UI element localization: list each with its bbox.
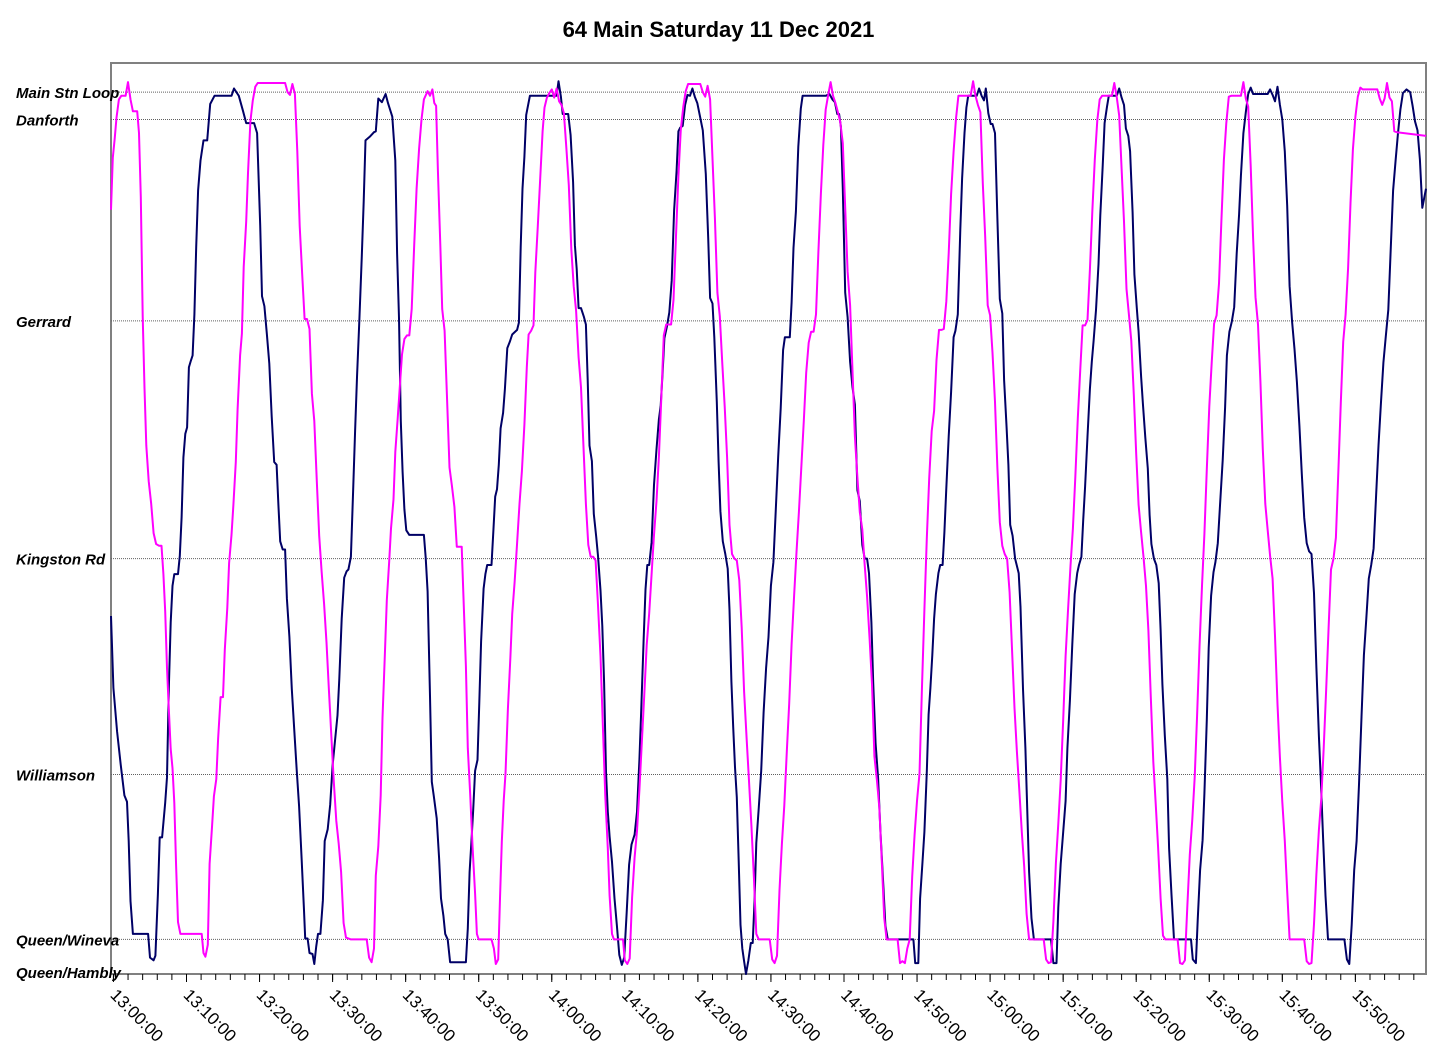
stop-label: Main Stn Loop <box>16 85 119 102</box>
x-axis-tick-labels: 13:00:00 13:10:00 13:20:00 13:30:00 13:40:00… <box>107 985 1409 1045</box>
x-tick-label: 14:50:00 <box>910 985 970 1045</box>
x-tick-label: 13:20:00 <box>253 985 313 1045</box>
x-tick-label: 13:10:00 <box>180 985 240 1045</box>
x-tick-label: 14:20:00 <box>691 985 751 1045</box>
stop-label: Gerrard <box>16 314 72 331</box>
x-tick-label: 15:40:00 <box>1275 985 1335 1045</box>
stop-label: Queen/Hambly <box>16 965 122 982</box>
series-line-2 <box>110 80 1427 965</box>
stop-label: Danforth <box>16 112 79 129</box>
x-tick-label: 13:00:00 <box>107 985 167 1045</box>
x-axis-ticks <box>112 974 1415 982</box>
x-tick-label: 14:40:00 <box>837 985 897 1045</box>
x-tick-label: 14:00:00 <box>545 985 605 1045</box>
series-line-1 <box>110 80 1427 975</box>
stop-label: Kingston Rd <box>16 552 106 569</box>
stop-label: Williamson <box>16 767 95 784</box>
x-tick-label: 13:40:00 <box>399 985 459 1045</box>
x-tick-label: 14:30:00 <box>764 985 824 1045</box>
x-tick-label: 15:10:00 <box>1056 985 1116 1045</box>
x-tick-label: 15:30:00 <box>1202 985 1262 1045</box>
x-tick-label: 13:30:00 <box>326 985 386 1045</box>
x-tick-label: 15:20:00 <box>1129 985 1189 1045</box>
x-tick-label: 14:10:00 <box>618 985 678 1045</box>
x-tick-label: 15:50:00 <box>1349 985 1409 1045</box>
x-tick-label: 13:50:00 <box>472 985 532 1045</box>
chart-title: 64 Main Saturday 11 Dec 2021 <box>562 17 875 42</box>
x-tick-label: 15:00:00 <box>983 985 1043 1045</box>
plot-area-frame <box>110 62 1427 975</box>
stop-label: Queen/Wineva <box>16 932 119 949</box>
stop-labels: Main Stn Loop Danforth Gerrard Kingston Rd W… <box>16 85 122 982</box>
series-lines <box>110 80 1427 975</box>
